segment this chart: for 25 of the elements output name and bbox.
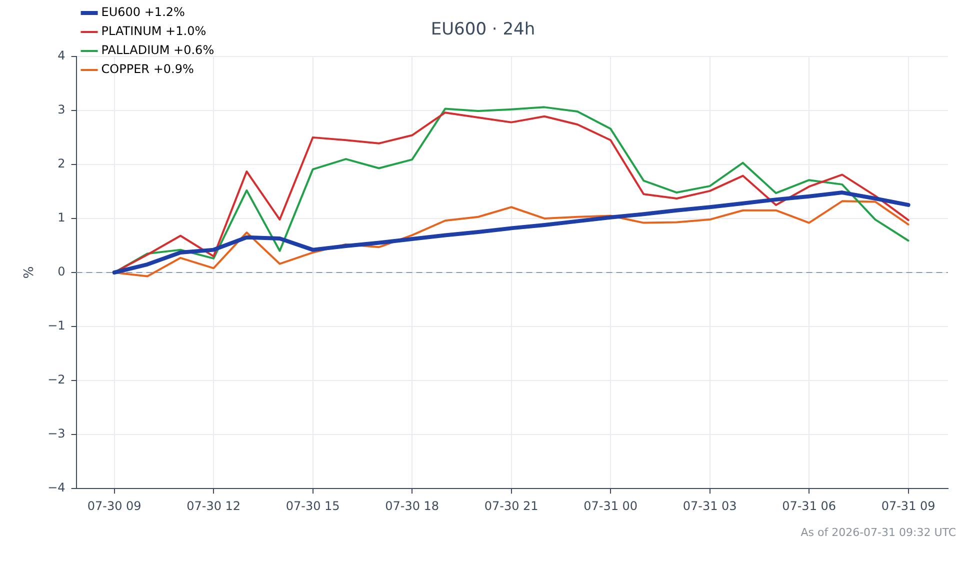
y-tick-label: −4 [48,480,66,495]
y-tick-label: −3 [48,426,66,441]
chart-title: EU600 · 24h [430,20,536,40]
y-tick-label: 4 [58,48,66,63]
legend-label: COPPER +0.9% [101,62,194,76]
legend-label: PLATINUM +1.0% [101,24,206,38]
x-tick-label: 07-31 00 [584,498,638,513]
y-tick-label: 1 [58,210,66,225]
x-tick-label: 07-31 09 [881,498,936,513]
legend-label: EU600 +1.2% [101,5,185,20]
y-tick-label: 2 [58,156,66,171]
x-tick-label: 07-31 03 [682,498,737,513]
x-tick-label: 07-30 09 [87,498,142,513]
x-tick-label: 07-30 12 [186,498,241,513]
text: As of 2026-07-31 09:32 UTC [800,526,956,539]
legend-label: PALLADIUM +0.6% [101,43,214,58]
y-tick-label: −1 [48,318,66,333]
y-tick-label: 3 [58,102,66,117]
x-tick-label: 07-30 21 [484,498,538,513]
y-axis-title: % [22,266,38,279]
x-tick-label: 07-30 15 [286,498,340,513]
y-tick-label: 0 [58,264,66,279]
x-tick-label: 07-31 06 [782,498,836,513]
y-tick-label: −2 [48,372,66,387]
x-tick-label: 07-30 18 [385,498,440,513]
